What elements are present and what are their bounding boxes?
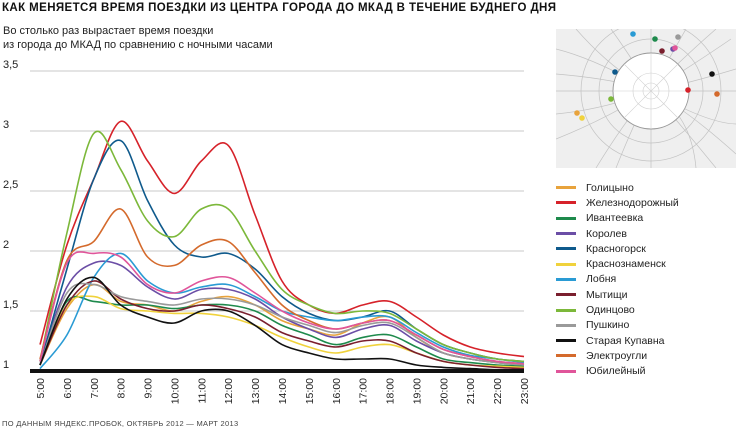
legend-label: Пушкино xyxy=(586,319,630,332)
legend-item: Юбилейный xyxy=(556,364,736,379)
legend-item: Старая Купавна xyxy=(556,333,736,348)
map-dot xyxy=(672,45,678,51)
x-tick-label: 5:00 xyxy=(35,378,47,399)
legend-label: Ивантеевка xyxy=(586,212,644,225)
legend-label: Королев xyxy=(586,227,627,240)
x-tick-label: 11:00 xyxy=(196,378,208,404)
x-tick-label: 21:00 xyxy=(465,378,477,404)
x-tick-label: 15:00 xyxy=(304,378,316,404)
x-tick-label: 13:00 xyxy=(250,378,262,404)
series-line xyxy=(39,208,525,365)
legend-item: Железнодорожный xyxy=(556,195,736,210)
x-tick-label: 14:00 xyxy=(277,378,289,404)
legend-label: Красногорск xyxy=(586,242,646,255)
series-line xyxy=(39,120,525,358)
line-chart: 1 1,5 2 2,5 3 3,5 5:00 6:00 7:00 8:00 9:00 10:00 11… xyxy=(3,59,531,404)
legend-item: Электроугли xyxy=(556,348,736,363)
x-tick-label: 12:00 xyxy=(223,378,235,404)
x-tick-label: 16:00 xyxy=(331,378,343,404)
source-note: ПО ДАННЫМ ЯНДЕКС.ПРОБОК, ОКТЯБРЬ 2012 — … xyxy=(2,419,239,428)
y-axis: 1 1,5 2 2,5 3 3,5 xyxy=(3,59,18,371)
map-dot xyxy=(608,96,614,102)
map-dot xyxy=(652,36,658,42)
x-tick-label: 22:00 xyxy=(492,378,504,404)
chart-legend: Голицыно Железнодорожный Ивантеевка Королев… xyxy=(556,180,736,379)
map-dot xyxy=(612,69,618,75)
legend-label: Железнодорожный xyxy=(586,196,679,209)
y-tick-label: 2,5 xyxy=(3,179,18,191)
map-city-dots xyxy=(574,31,720,121)
legend-item: Голицыно xyxy=(556,180,736,195)
map-dot xyxy=(579,115,585,121)
series-line xyxy=(39,130,525,363)
y-tick-label: 3 xyxy=(3,119,9,131)
map-dot xyxy=(685,87,691,93)
legend-item: Королев xyxy=(556,226,736,241)
map-dot xyxy=(675,34,681,40)
legend-swatch xyxy=(556,201,576,205)
series-line xyxy=(39,295,525,369)
legend-label: Юбилейный xyxy=(586,365,646,378)
legend-swatch xyxy=(556,308,576,312)
x-tick-label: 20:00 xyxy=(438,378,450,404)
legend-swatch xyxy=(556,216,576,220)
map-dot xyxy=(574,110,580,116)
x-tick-label: 23:00 xyxy=(519,378,531,404)
series-line xyxy=(39,251,525,365)
x-tick-label: 9:00 xyxy=(143,378,155,399)
x-tick-label: 8:00 xyxy=(116,378,128,399)
legend-label: Голицыно xyxy=(586,181,634,194)
series-line xyxy=(39,139,525,366)
series-line xyxy=(39,282,525,366)
map-dot xyxy=(709,71,715,77)
x-tick-label: 6:00 xyxy=(62,378,74,399)
legend-label: Мытищи xyxy=(586,288,628,301)
map-dot xyxy=(659,48,665,54)
x-axis: 5:00 6:00 7:00 8:00 9:00 10:00 11:00 12:00 13:00… xyxy=(35,378,531,404)
legend-swatch xyxy=(556,232,576,236)
chart-grid xyxy=(30,70,524,373)
y-tick-label: 1,5 xyxy=(3,299,18,311)
legend-label: Одинцово xyxy=(586,304,635,317)
legend-item: Лобня xyxy=(556,272,736,287)
chart-series-lines xyxy=(39,120,525,371)
series-line xyxy=(39,280,525,370)
page-title: КАК МЕНЯЕТСЯ ВРЕМЯ ПОЕЗДКИ ИЗ ЦЕНТРА ГОР… xyxy=(2,2,557,14)
legend-item: Красногорск xyxy=(556,241,736,256)
legend-label: Старая Купавна xyxy=(586,334,665,347)
series-line xyxy=(39,276,525,371)
legend-label: Электроугли xyxy=(586,349,648,362)
map-dot xyxy=(630,31,636,37)
map-inner-streets xyxy=(613,53,689,129)
subtitle-line-2: из города до МКАД по сравнению с ночными… xyxy=(3,39,273,51)
map-dot xyxy=(714,91,720,97)
region-map xyxy=(556,29,736,168)
legend-swatch xyxy=(556,186,576,190)
y-tick-label: 1 xyxy=(3,359,9,371)
legend-item: Пушкино xyxy=(556,318,736,333)
y-tick-label: 2 xyxy=(3,239,9,251)
legend-item: Краснознаменск xyxy=(556,256,736,271)
legend-swatch xyxy=(556,262,576,266)
y-tick-label: 3,5 xyxy=(3,59,18,71)
legend-label: Лобня xyxy=(586,273,617,286)
legend-item: Одинцово xyxy=(556,302,736,317)
legend-swatch xyxy=(556,323,576,327)
chart-subtitle: Во столько раз вырастает время поездки и… xyxy=(3,24,323,52)
legend-swatch xyxy=(556,369,576,373)
x-tick-label: 19:00 xyxy=(411,378,423,404)
legend-swatch xyxy=(556,339,576,343)
legend-label: Краснознаменск xyxy=(586,258,666,271)
x-tick-label: 18:00 xyxy=(385,378,397,404)
legend-swatch xyxy=(556,247,576,251)
x-tick-label: 7:00 xyxy=(89,378,101,399)
x-tick-label: 10:00 xyxy=(169,378,181,404)
legend-swatch xyxy=(556,293,576,297)
legend-swatch xyxy=(556,354,576,358)
legend-item: Ивантеевка xyxy=(556,211,736,226)
legend-swatch xyxy=(556,277,576,281)
x-tick-label: 17:00 xyxy=(358,378,370,404)
legend-item: Мытищи xyxy=(556,287,736,302)
subtitle-line-1: Во столько раз вырастает время поездки xyxy=(3,25,214,37)
